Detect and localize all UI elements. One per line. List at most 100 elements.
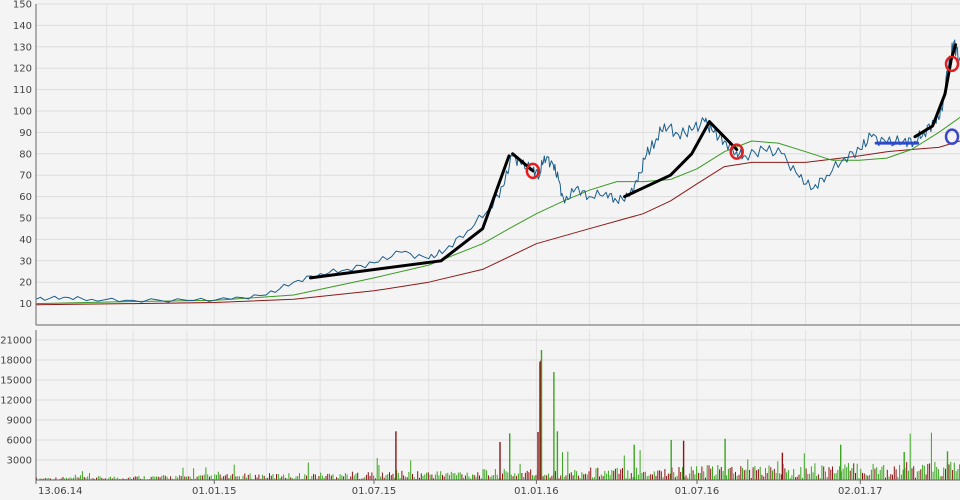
circle-annotation — [729, 143, 744, 160]
volume-bar — [533, 475, 535, 480]
volume-bar — [419, 477, 420, 480]
volume-bar — [581, 472, 583, 480]
volume-bar — [413, 477, 415, 480]
volume-bar — [837, 469, 839, 480]
volume-bar — [461, 474, 463, 480]
volume-bar — [281, 476, 283, 480]
volume-bar — [766, 473, 768, 480]
volume-bar — [306, 475, 308, 480]
volume-bar — [666, 476, 668, 480]
volume-bar — [872, 463, 874, 480]
volume-bar — [371, 472, 373, 480]
volume-bar — [263, 475, 265, 480]
volume-grid — [35, 330, 960, 480]
volume-bar — [337, 478, 339, 480]
volume-bar — [957, 469, 959, 480]
volume-bar — [929, 463, 931, 480]
volume-bar — [171, 478, 173, 480]
volume-bar — [731, 466, 733, 480]
volume-bar — [341, 475, 343, 480]
volume-bar — [680, 472, 682, 480]
volume-bar — [717, 465, 719, 480]
volume-bar — [276, 474, 277, 480]
volume-bar — [593, 477, 595, 480]
volume-bar — [614, 468, 616, 480]
volume-bar-peak — [633, 444, 635, 480]
volume-bar — [945, 468, 946, 480]
volume-bar — [653, 471, 655, 480]
volume-bar — [96, 477, 97, 480]
volume-bar — [885, 477, 886, 480]
price-y-tick-label: 140 — [13, 21, 32, 32]
volume-bar — [821, 465, 823, 480]
volume-bar — [424, 474, 426, 480]
volume-bar-peak — [553, 372, 555, 480]
volume-bar — [381, 472, 383, 480]
volume-bar — [50, 478, 52, 480]
volume-bar — [595, 468, 597, 480]
volume-bar — [83, 477, 85, 480]
volume-bar — [851, 468, 853, 480]
volume-bar — [389, 472, 390, 480]
volume-bar — [200, 475, 202, 480]
volume-bar — [466, 472, 468, 480]
volume-bar — [433, 478, 435, 480]
volume-bar — [920, 469, 922, 480]
volume-bar — [611, 470, 613, 480]
volume-bar — [99, 476, 101, 480]
volume-bar — [272, 474, 274, 480]
volume-bar — [242, 475, 244, 480]
volume-bar — [346, 474, 348, 480]
volume-bar — [261, 474, 263, 480]
volume-bar — [906, 462, 908, 480]
volume-bar — [546, 475, 548, 480]
volume-bar — [46, 478, 48, 480]
volume-bar — [233, 464, 235, 480]
volume-bar — [422, 475, 424, 480]
volume-y-tick-label: 3000 — [7, 456, 32, 467]
volume-bar — [299, 473, 300, 480]
volume-bar — [193, 468, 195, 480]
volume-bar — [667, 473, 669, 480]
volume-y-tick-label: 6000 — [7, 436, 32, 447]
volume-bar — [735, 471, 736, 480]
volume-bar — [228, 478, 230, 480]
volume-bar — [279, 478, 281, 480]
volume-bar — [673, 472, 675, 480]
volume-bar — [429, 474, 431, 480]
volume-bar — [39, 478, 41, 480]
volume-bar — [417, 471, 419, 480]
volume-bar — [922, 464, 924, 480]
volume-bar — [187, 476, 189, 480]
volume-bar — [847, 463, 849, 480]
volume-bar — [94, 478, 96, 480]
volume-bar — [662, 477, 664, 480]
volume-bar — [763, 476, 765, 480]
price-y-tick-label: 40 — [19, 235, 32, 246]
volume-bar — [48, 478, 50, 480]
volume-bar — [126, 478, 127, 480]
volume-bar — [168, 478, 170, 480]
annotations-group — [309, 43, 960, 280]
volume-bar — [819, 478, 821, 480]
volume-bar — [740, 466, 742, 480]
volume-bar — [743, 470, 745, 480]
volume-bar — [194, 478, 196, 480]
volume-bar — [828, 467, 830, 480]
volume-bar — [547, 473, 549, 480]
volume-bar-peak — [509, 433, 511, 480]
volume-bar — [134, 476, 136, 480]
volume-bar-peak — [682, 440, 685, 480]
volume-bar — [404, 476, 406, 480]
volume-bar — [246, 477, 247, 480]
volume-bar — [870, 469, 872, 480]
volume-bar — [637, 474, 639, 480]
volume-bar — [565, 475, 567, 480]
volume-bar — [286, 478, 288, 480]
volume-bar — [664, 469, 666, 480]
volume-bar — [64, 478, 66, 480]
volume-bar — [890, 474, 892, 480]
volume-bar — [214, 474, 216, 480]
volume-bar — [592, 477, 593, 480]
volume-bar — [646, 476, 648, 480]
